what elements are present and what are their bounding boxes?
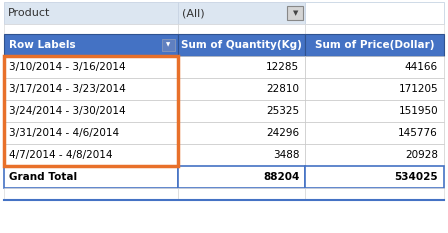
Text: 22810: 22810 — [267, 84, 299, 94]
Bar — [4, 100, 178, 122]
Text: 44166: 44166 — [405, 62, 438, 72]
Text: Sum of Price(Dollar): Sum of Price(Dollar) — [315, 40, 435, 50]
Text: (All): (All) — [182, 8, 204, 18]
Text: Product: Product — [8, 8, 50, 18]
Text: ▼: ▼ — [293, 10, 298, 16]
Bar — [4, 166, 178, 188]
Bar — [306, 144, 444, 166]
Bar — [306, 24, 444, 34]
Bar — [4, 34, 178, 56]
Bar — [178, 56, 306, 78]
Bar — [162, 39, 175, 51]
Bar — [306, 188, 444, 200]
Text: 88204: 88204 — [263, 172, 299, 182]
Bar — [4, 2, 178, 24]
Bar — [178, 144, 306, 166]
Text: 20928: 20928 — [405, 150, 438, 160]
Bar — [178, 78, 306, 100]
Text: Grand Total: Grand Total — [9, 172, 77, 182]
Bar — [4, 122, 178, 144]
Text: 12285: 12285 — [266, 62, 299, 72]
Bar — [306, 78, 444, 100]
Text: 171205: 171205 — [398, 84, 438, 94]
Bar — [178, 122, 306, 144]
Bar — [306, 100, 444, 122]
Bar — [178, 2, 306, 24]
Bar — [288, 6, 303, 20]
Text: 3/17/2014 - 3/23/2014: 3/17/2014 - 3/23/2014 — [9, 84, 126, 94]
Bar — [306, 56, 444, 78]
Text: ▼: ▼ — [166, 42, 170, 48]
Text: 24296: 24296 — [266, 128, 299, 138]
Text: 3/31/2014 - 4/6/2014: 3/31/2014 - 4/6/2014 — [9, 128, 119, 138]
Text: 3/10/2014 - 3/16/2014: 3/10/2014 - 3/16/2014 — [9, 62, 125, 72]
Bar — [4, 56, 178, 78]
Bar — [4, 56, 178, 166]
Bar — [4, 144, 178, 166]
Text: 25325: 25325 — [266, 106, 299, 116]
Text: 145776: 145776 — [398, 128, 438, 138]
Text: 3/24/2014 - 3/30/2014: 3/24/2014 - 3/30/2014 — [9, 106, 125, 116]
Text: 4/7/2014 - 4/8/2014: 4/7/2014 - 4/8/2014 — [9, 150, 112, 160]
Bar — [178, 34, 306, 56]
Bar — [178, 24, 306, 34]
Text: 534025: 534025 — [394, 172, 438, 182]
Text: 3488: 3488 — [273, 150, 299, 160]
Text: Sum of Quantity(Kg): Sum of Quantity(Kg) — [181, 40, 302, 50]
Bar — [4, 78, 178, 100]
Bar — [306, 122, 444, 144]
Bar — [178, 188, 306, 200]
Bar — [4, 188, 178, 200]
Bar — [178, 166, 306, 188]
Bar — [4, 24, 178, 34]
Bar — [306, 2, 444, 24]
Text: Row Labels: Row Labels — [9, 40, 76, 50]
Bar — [306, 166, 444, 188]
Bar — [306, 34, 444, 56]
Bar — [178, 100, 306, 122]
Text: 151950: 151950 — [398, 106, 438, 116]
